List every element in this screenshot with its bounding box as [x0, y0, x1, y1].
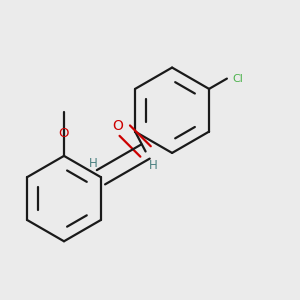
Text: H: H [149, 159, 158, 172]
Text: H: H [88, 157, 97, 170]
Text: Cl: Cl [232, 74, 243, 84]
Text: O: O [59, 127, 69, 140]
Text: O: O [112, 119, 123, 133]
